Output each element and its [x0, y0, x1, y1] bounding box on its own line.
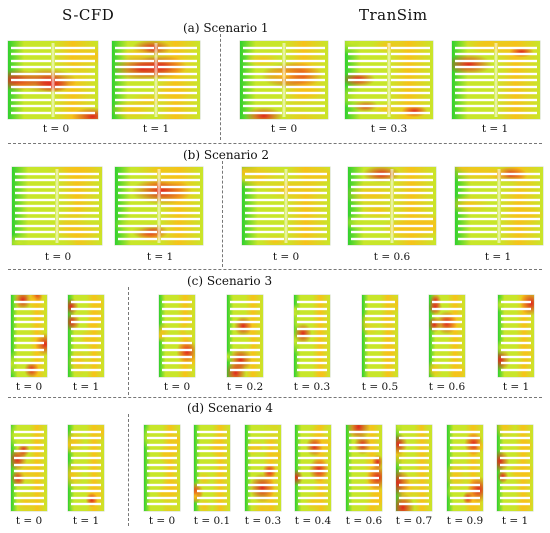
time-label: t = 0.2 [226, 381, 264, 393]
time-label: t = 0 [148, 515, 176, 527]
time-label: t = 1 [501, 515, 529, 527]
heatmap-panel [11, 295, 47, 377]
method-separator [220, 34, 221, 140]
heatmap-panel [227, 295, 263, 377]
heatmap-panel [245, 425, 281, 511]
heatmap-panel [194, 425, 230, 511]
time-label: t = 0.3 [244, 515, 282, 527]
time-label: t = 0.3 [370, 123, 408, 135]
heatmap-panel [8, 41, 98, 119]
time-label: t = 0 [42, 123, 70, 135]
heatmap-panel [396, 425, 432, 511]
time-label: t = 0 [15, 515, 43, 527]
scfd-header: S-CFD [62, 6, 115, 24]
scenario-1-title: (a) Scenario 1 [183, 21, 269, 35]
heatmap-panel [295, 425, 331, 511]
time-label: t = 1 [502, 381, 530, 393]
time-label: t = 0.5 [361, 381, 399, 393]
time-label: t = 0.4 [294, 515, 332, 527]
heatmap-panel [112, 41, 200, 119]
time-label: t = 0.1 [193, 515, 231, 527]
heatmap-panel [447, 425, 483, 511]
time-label: t = 0.9 [446, 515, 484, 527]
scenario-2-title: (b) Scenario 2 [183, 148, 270, 162]
time-label: t = 0.3 [293, 381, 331, 393]
time-label: t = 0 [270, 123, 298, 135]
time-label: t = 0.6 [428, 381, 466, 393]
heatmap-panel [240, 41, 328, 119]
heatmap-panel [345, 41, 433, 119]
method-separator [222, 161, 223, 267]
heatmap-panel [159, 295, 195, 377]
scenario-4-title: (d) Scenario 4 [187, 401, 274, 415]
heatmap-panel [455, 167, 543, 245]
time-label: t = 0.6 [373, 251, 411, 263]
heatmap-panel [498, 295, 534, 377]
heatmap-panel [362, 295, 398, 377]
heatmap-panel [294, 295, 330, 377]
heatmap-panel [115, 167, 203, 245]
scenario-separator [8, 397, 542, 398]
time-label: t = 1 [72, 381, 100, 393]
heatmap-panel [12, 167, 102, 245]
time-label: t = 1 [146, 251, 174, 263]
heatmap-panel [68, 425, 104, 511]
scenario-3-title: (c) Scenario 3 [187, 274, 273, 288]
time-label: t = 0 [163, 381, 191, 393]
transim-header: TranSim [359, 6, 428, 24]
heatmap-panel [11, 425, 47, 511]
heatmap-panel [452, 41, 540, 119]
heatmap-panel [497, 425, 533, 511]
heatmap-panel [348, 167, 436, 245]
scenario-separator [8, 269, 542, 270]
heatmap-panel [429, 295, 465, 377]
time-label: t = 1 [72, 515, 100, 527]
heatmap-panel [346, 425, 382, 511]
scenario-separator [8, 143, 542, 144]
time-label: t = 1 [484, 251, 512, 263]
method-separator [128, 287, 129, 395]
time-label: t = 0 [272, 251, 300, 263]
time-label: t = 0.6 [345, 515, 383, 527]
time-label: t = 0 [15, 381, 43, 393]
time-label: t = 1 [481, 123, 509, 135]
heatmap-panel [144, 425, 180, 511]
heatmap-panel [242, 167, 330, 245]
time-label: t = 0 [44, 251, 72, 263]
time-label: t = 0.7 [395, 515, 433, 527]
heatmap-panel [68, 295, 104, 377]
time-label: t = 1 [142, 123, 170, 135]
method-separator [128, 414, 129, 526]
